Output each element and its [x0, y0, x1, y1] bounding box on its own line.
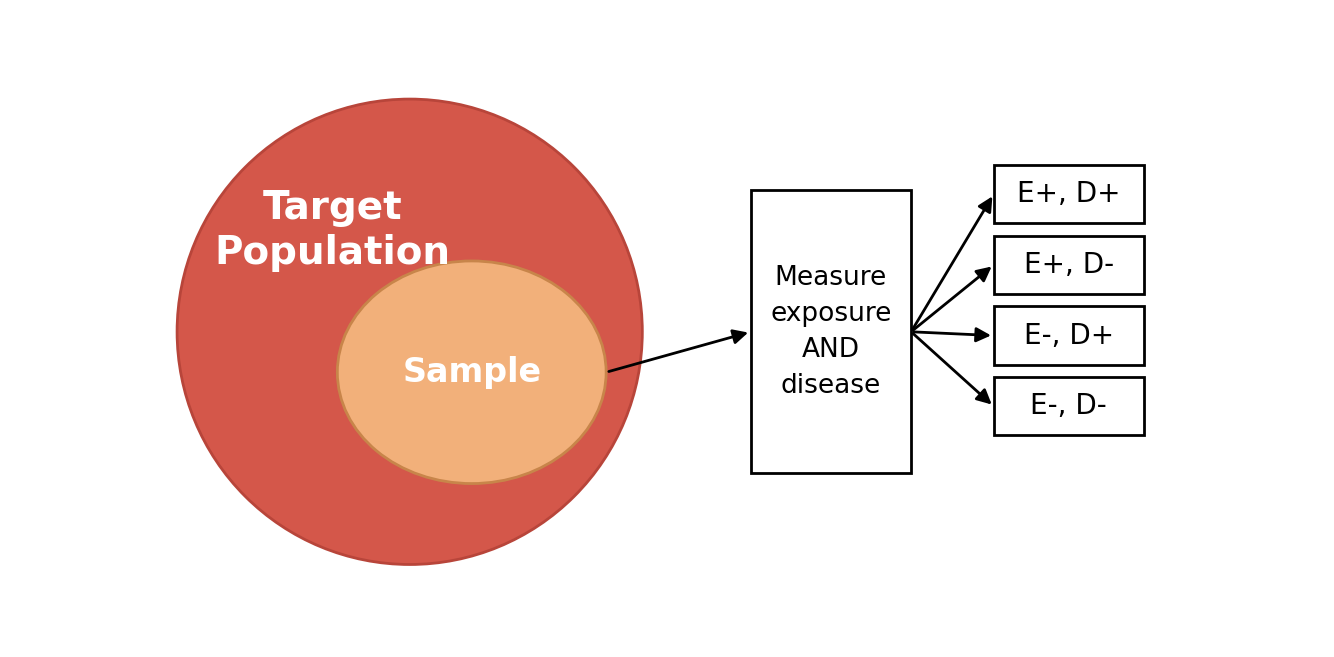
Ellipse shape: [177, 99, 643, 564]
Text: E+, D+: E+, D+: [1017, 180, 1121, 208]
Ellipse shape: [338, 261, 606, 484]
Text: Measure
exposure
AND
disease: Measure exposure AND disease: [770, 265, 891, 399]
FancyBboxPatch shape: [994, 236, 1143, 294]
FancyBboxPatch shape: [994, 377, 1143, 436]
Text: Sample: Sample: [402, 355, 542, 389]
FancyBboxPatch shape: [751, 190, 911, 474]
FancyBboxPatch shape: [994, 306, 1143, 365]
Text: E-, D-: E-, D-: [1030, 392, 1107, 420]
FancyBboxPatch shape: [994, 165, 1143, 223]
Text: Target
Population: Target Population: [215, 189, 450, 273]
Text: E-, D+: E-, D+: [1023, 321, 1114, 350]
Text: E+, D-: E+, D-: [1023, 251, 1114, 279]
